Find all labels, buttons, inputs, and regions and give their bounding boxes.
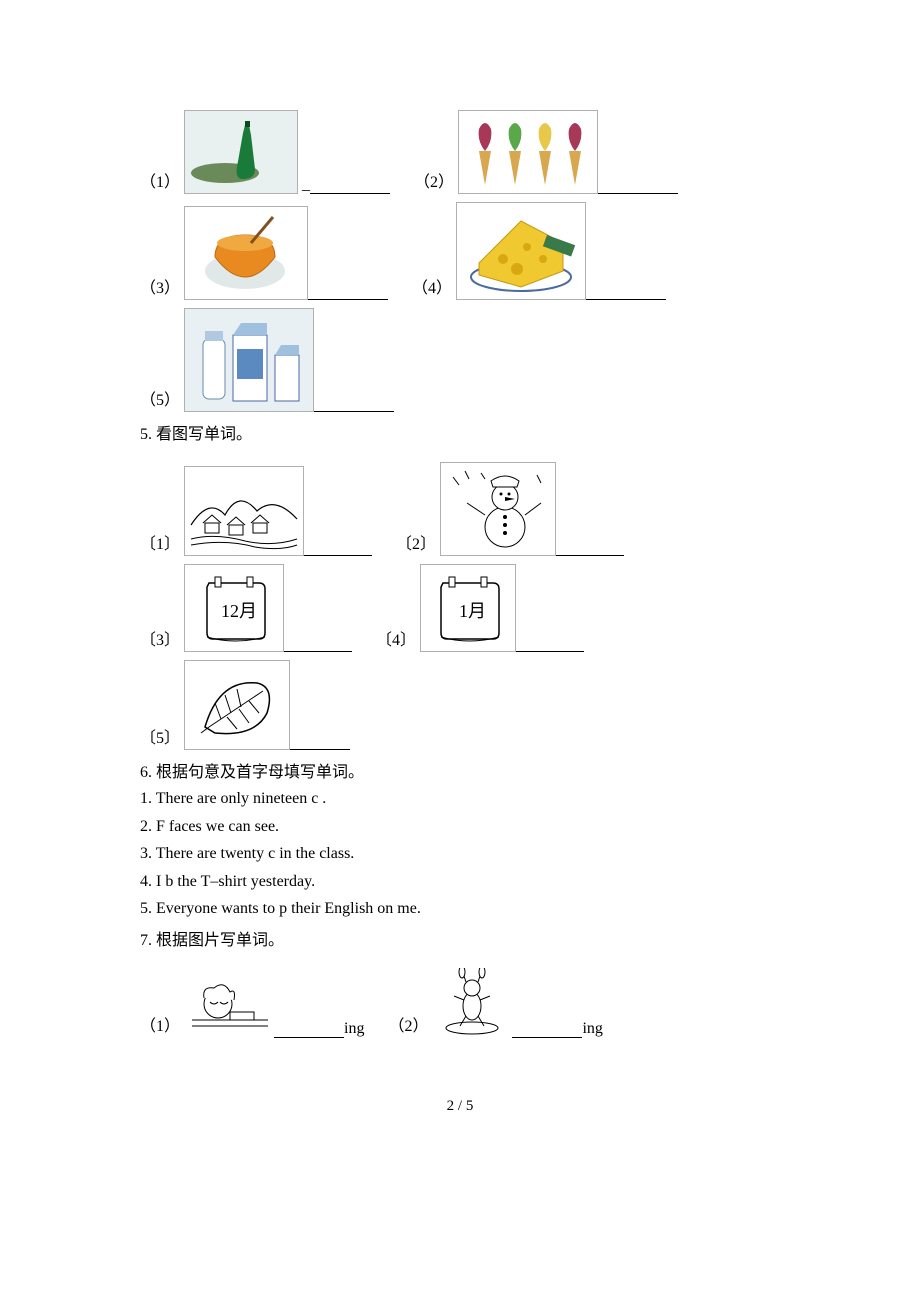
answer-blank[interactable]: [274, 1018, 344, 1038]
s5-item-2: 〔2〕: [396, 462, 624, 556]
leaf-icon: [185, 661, 289, 749]
section5-row2: 〔3〕 12月 〔4〕: [140, 564, 780, 652]
s4-item-5: （5）: [140, 308, 394, 412]
juice-image: [184, 206, 308, 300]
s6-line-2: 2. F faces we can see.: [140, 814, 780, 840]
page-number: 2 / 5: [140, 1098, 780, 1115]
village-icon: [185, 467, 303, 555]
answer-blank[interactable]: [314, 392, 394, 412]
answer-blank[interactable]: [512, 1018, 582, 1038]
answer-blank[interactable]: [304, 536, 372, 556]
section5-row1: 〔1〕 〔2〕: [140, 462, 780, 556]
s7-item-1: （1） ing: [140, 968, 364, 1038]
snowman-icon: [441, 463, 555, 555]
item-number: （1）: [140, 1012, 184, 1038]
s4-item-4: （4）: [412, 202, 666, 300]
jumping-icon: [432, 968, 512, 1038]
leaf-image: [184, 660, 290, 750]
bottle-icon: [185, 111, 297, 193]
s4-item-3: （3）: [140, 206, 388, 300]
suffix: ing: [582, 1020, 602, 1038]
answer-blank[interactable]: [290, 730, 350, 750]
section7-row1: （1） ing （2）: [140, 968, 780, 1038]
item-number: （1）: [140, 168, 184, 194]
s5-item-4: 〔4〕 1月: [376, 564, 584, 652]
s7-item-2: （2） ing: [388, 968, 602, 1038]
sleeping-image: [184, 968, 274, 1038]
calendar12-icon: 12月: [185, 565, 283, 651]
answer-blank[interactable]: [284, 632, 352, 652]
icecream-image: [458, 110, 598, 194]
cheese-icon: [457, 203, 585, 299]
milk-icon: [185, 309, 313, 411]
page: （1） _ （2）: [0, 0, 920, 1155]
section7-heading: 7. 根据图片写单词。: [140, 926, 780, 950]
answer-blank[interactable]: [586, 280, 666, 300]
calendar1-image: 1月: [420, 564, 516, 652]
snowman-image: [440, 462, 556, 556]
cheese-image: [456, 202, 586, 300]
item-number: 〔4〕: [376, 626, 420, 652]
village-image: [184, 466, 304, 556]
s6-line-1: 1. There are only nineteen c .: [140, 786, 780, 812]
s4-item-2: （2）: [414, 110, 678, 194]
item-number: 〔1〕: [140, 530, 184, 556]
section5-heading: 5. 看图写单词。: [140, 420, 780, 444]
answer-blank[interactable]: [516, 632, 584, 652]
item-number: （3）: [140, 274, 184, 300]
suffix: ing: [344, 1020, 364, 1038]
section4-row2: （3） （4）: [140, 202, 780, 300]
item-number: （2）: [414, 168, 458, 194]
juice-icon: [185, 207, 307, 299]
item-number: 〔5〕: [140, 724, 184, 750]
item-number: （2）: [388, 1012, 432, 1038]
section5-row3: 〔5〕: [140, 660, 780, 750]
answer-blank[interactable]: [310, 174, 390, 194]
bottle-image: [184, 110, 298, 194]
s4-item-1: （1） _: [140, 110, 390, 194]
s5-item-1: 〔1〕: [140, 466, 372, 556]
item-number: 〔3〕: [140, 626, 184, 652]
answer-blank[interactable]: [556, 536, 624, 556]
sleeping-icon: [184, 968, 274, 1038]
s6-line-3: 3. There are twenty c in the class.: [140, 841, 780, 867]
calendar12-image: 12月: [184, 564, 284, 652]
blank-prefix: _: [298, 176, 310, 194]
svg-text:12月: 12月: [221, 601, 257, 621]
section6-heading: 6. 根据句意及首字母填写单词。: [140, 758, 780, 782]
section4-row1: （1） _ （2）: [140, 110, 780, 194]
item-number: （4）: [412, 274, 456, 300]
milk-image: [184, 308, 314, 412]
s5-item-5: 〔5〕: [140, 660, 350, 750]
jumping-image: [432, 968, 512, 1038]
answer-blank[interactable]: [308, 280, 388, 300]
icecream-icon: [459, 111, 597, 193]
calendar1-icon: 1月: [421, 565, 515, 651]
section4-row3: （5）: [140, 308, 780, 412]
item-number: 〔2〕: [396, 530, 440, 556]
s6-line-5: 5. Everyone wants to p their English on …: [140, 896, 780, 922]
svg-text:1月: 1月: [459, 601, 486, 621]
answer-blank[interactable]: [598, 174, 678, 194]
s5-item-3: 〔3〕 12月: [140, 564, 352, 652]
s6-line-4: 4. I b the T–shirt yesterday.: [140, 869, 780, 895]
item-number: （5）: [140, 386, 184, 412]
